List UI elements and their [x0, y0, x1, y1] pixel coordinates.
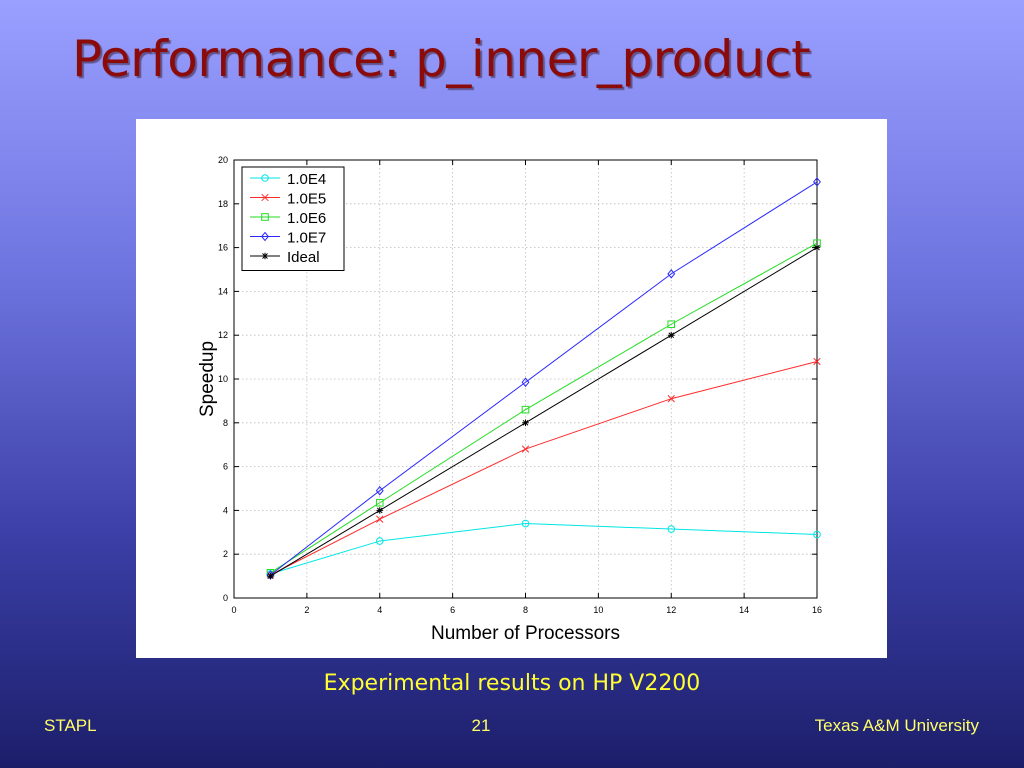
data-point-1-0e7: [375, 485, 384, 496]
y-tick-label: 18: [218, 199, 228, 209]
series-line-1-0e6: [270, 242, 818, 574]
x-tick-label: 12: [666, 605, 676, 615]
legend-box: [241, 166, 345, 271]
data-point-1-0e4: [667, 525, 676, 533]
x-tick-label: 4: [377, 605, 382, 615]
x-tick-label: 8: [523, 605, 528, 615]
x-tick-label: 16: [812, 605, 822, 615]
data-point-ideal: [813, 244, 821, 251]
data-point-1-0e4: [375, 537, 384, 545]
data-point-ideal: [667, 331, 675, 339]
y-tick-label: 12: [218, 330, 228, 340]
series-line-1-0e4: [270, 523, 818, 575]
slide-caption: Experimental results on HP V2200: [323, 671, 701, 696]
data-point-1-0e5: [667, 395, 675, 403]
x-axis-label: Number of Processors: [431, 623, 620, 644]
slide-title: Performance: p_inner_product: [72, 30, 811, 88]
legend-label: 1.0E5: [287, 191, 326, 208]
legend-marker: [261, 213, 269, 221]
y-tick-label: 0: [223, 593, 228, 603]
x-tick-label: 14: [739, 605, 749, 615]
data-point-1-0e5: [521, 445, 530, 453]
series-1-0e6: [266, 239, 821, 577]
legend-marker: [261, 193, 269, 202]
data-point-ideal: [376, 507, 384, 514]
footer-left: STAPL: [44, 716, 97, 735]
series-line-ideal: [270, 247, 818, 577]
x-tick-label: 10: [593, 605, 603, 615]
legend-marker: [261, 252, 269, 260]
data-point-1-0e6: [521, 405, 530, 414]
series-1-0e7: [266, 177, 821, 580]
data-point-1-0e7: [667, 269, 676, 279]
x-tick-label: 6: [450, 605, 455, 615]
legend-label: 1.0E4: [287, 171, 326, 188]
data-point-1-0e7: [521, 377, 530, 388]
y-tick-label: 16: [218, 243, 228, 253]
x-tick-label: 0: [231, 605, 236, 615]
y-tick-label: 10: [218, 374, 228, 384]
series-ideal: [267, 244, 821, 580]
data-point-1-0e6: [375, 498, 384, 507]
chart-panel: 0 2 4 6 8 10 12 14 16 0 2 4 6 8 10 12 14 16 18 20 Number of …: [136, 119, 887, 658]
legend-marker: [261, 174, 269, 182]
data-point-1-0e5: [813, 357, 821, 366]
legend: 1.0E4 1.0E5 1.0E6 1.0E7 Ideal: [241, 166, 345, 271]
x-tick-label: 2: [304, 605, 309, 615]
y-tick-label: 4: [223, 505, 228, 515]
footer-right: Texas A&M University: [814, 716, 979, 735]
y-tick-label: 14: [218, 286, 228, 296]
series-1-0e5: [266, 357, 821, 579]
y-tick-label: 2: [223, 549, 228, 559]
data-point-1-0e5: [376, 515, 384, 523]
series-line-1-0e5: [270, 360, 818, 576]
grid-lines: [234, 160, 817, 598]
data-point-ideal: [267, 572, 274, 580]
data-point-1-0e7: [813, 177, 821, 187]
speedup-chart: 0 2 4 6 8 10 12 14 16 0 2 4 6 8 10 12 14 16 18 20 Number of …: [197, 155, 822, 644]
legend-marker: [261, 231, 269, 242]
y-axis-label: Speedup: [197, 341, 218, 417]
data-point-1-0e4: [521, 519, 530, 528]
slide-number: 21: [471, 716, 491, 735]
y-tick-label: 8: [223, 418, 228, 428]
legend-label: Ideal: [287, 249, 320, 266]
data-point-1-0e4: [813, 530, 821, 539]
data-point-ideal: [522, 419, 529, 427]
legend-label: 1.0E6: [287, 210, 326, 227]
legend-label: 1.0E7: [287, 230, 326, 247]
y-tick-label: 20: [218, 155, 228, 165]
data-point-1-0e6: [667, 320, 676, 329]
y-tick-label: 6: [223, 462, 228, 472]
series-line-1-0e7: [270, 181, 818, 576]
